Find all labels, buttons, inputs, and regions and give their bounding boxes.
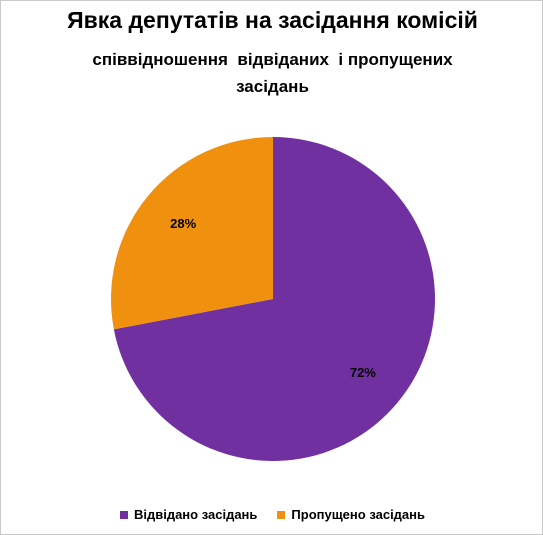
legend-swatch-attended (119, 510, 128, 519)
legend-swatch-missed (277, 510, 286, 519)
pie-chart: 72% 28% (110, 137, 435, 462)
legend-label-missed: Пропущено засідань (291, 507, 426, 522)
slice-label-missed: 28% (170, 216, 196, 231)
legend-item-missed: Пропущено засідань (277, 507, 425, 522)
slice-label-attended: 72% (350, 365, 376, 380)
chart-title: Явка депутатів на засідання комісій (67, 7, 478, 33)
pie-slice-missed (110, 137, 273, 330)
legend-label-attended: Відвідано засідань (133, 507, 258, 522)
pie-slice-attended (113, 137, 435, 462)
chart-legend: Відвідано засідань Пропущено засідань (1, 507, 543, 522)
legend-item-attended: Відвідано засідань (119, 507, 258, 522)
chart-subtitle: співвідношення відвіданих і пропущених з… (92, 50, 458, 96)
